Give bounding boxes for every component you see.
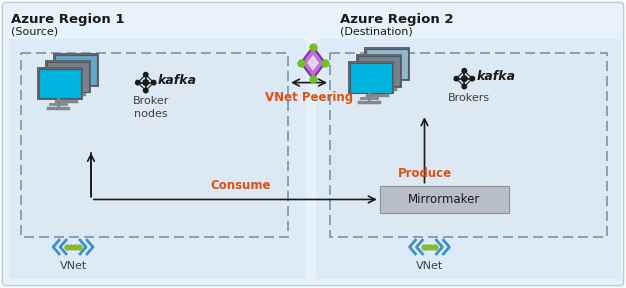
Circle shape [462,69,466,73]
Text: Mirrormaker: Mirrormaker [408,193,481,206]
Text: kafka: kafka [158,74,197,87]
Text: Consume: Consume [210,179,270,192]
Text: (Source): (Source) [11,26,58,36]
FancyBboxPatch shape [53,53,99,87]
FancyBboxPatch shape [39,69,81,98]
Text: (Destination): (Destination) [340,26,413,36]
FancyBboxPatch shape [364,47,409,81]
FancyBboxPatch shape [45,60,91,94]
Circle shape [143,80,148,85]
Text: VNet Peering: VNet Peering [265,90,353,103]
FancyBboxPatch shape [380,185,509,213]
FancyBboxPatch shape [37,67,83,101]
Circle shape [454,76,459,81]
Circle shape [470,76,475,81]
Polygon shape [307,55,319,71]
FancyBboxPatch shape [348,61,394,94]
FancyBboxPatch shape [55,55,97,85]
Circle shape [462,84,466,89]
Text: VNet: VNet [416,261,443,271]
Text: Produce: Produce [398,167,451,180]
FancyBboxPatch shape [358,56,399,86]
Circle shape [461,76,467,82]
Circle shape [136,80,140,85]
Text: Azure Region 2: Azure Region 2 [340,13,453,26]
Text: kafka: kafka [476,70,515,83]
Circle shape [143,88,148,93]
FancyBboxPatch shape [330,53,607,237]
Text: VNet: VNet [59,261,86,271]
FancyBboxPatch shape [47,62,89,92]
Text: Broker
nodes: Broker nodes [133,96,169,119]
Circle shape [143,73,148,77]
FancyBboxPatch shape [356,54,402,88]
Circle shape [151,80,156,85]
FancyBboxPatch shape [9,39,306,279]
FancyBboxPatch shape [3,2,623,286]
FancyBboxPatch shape [21,53,288,237]
FancyBboxPatch shape [350,63,392,92]
FancyBboxPatch shape [366,49,408,79]
Text: Azure Region 1: Azure Region 1 [11,13,125,26]
FancyBboxPatch shape [316,39,620,279]
Text: Brokers: Brokers [448,92,490,103]
Polygon shape [301,47,325,79]
